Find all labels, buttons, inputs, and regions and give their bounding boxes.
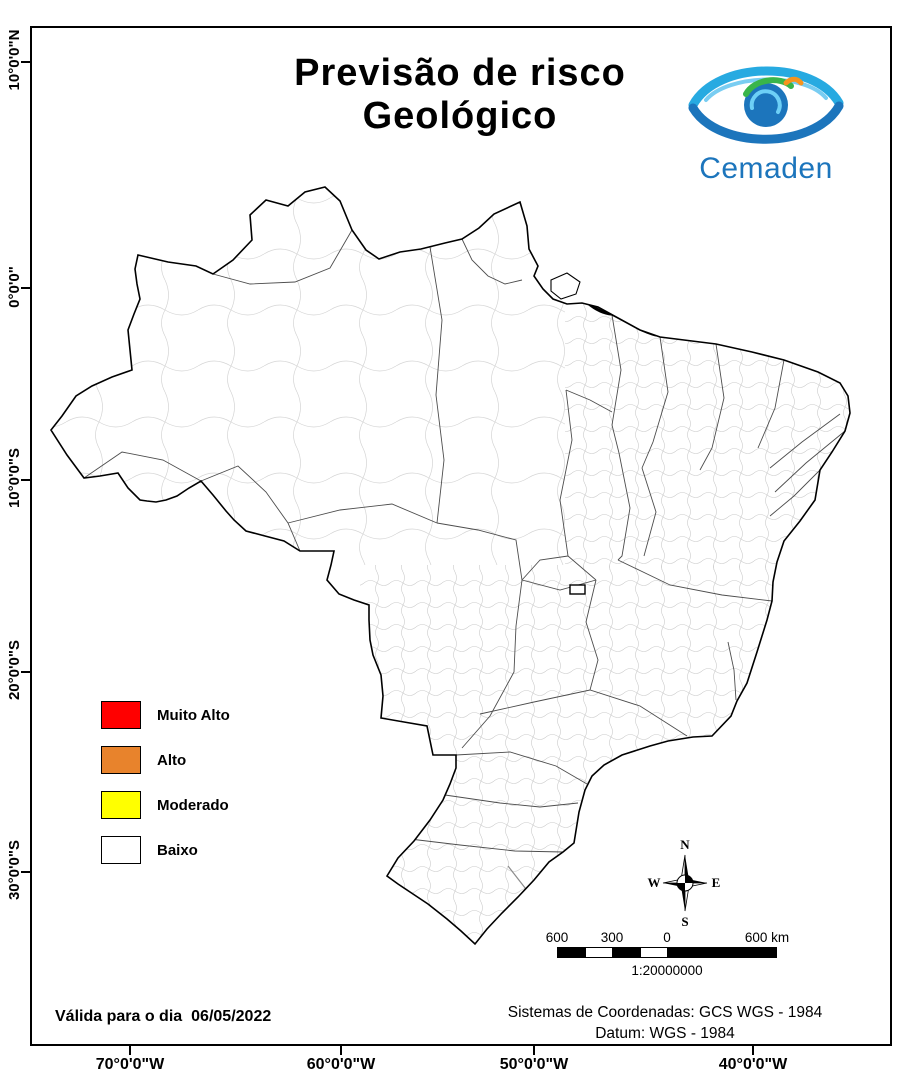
scale-label: 600	[545, 930, 569, 945]
risk-legend: Muito Alto Alto Moderado Baixo	[101, 701, 230, 881]
state-borders	[83, 229, 846, 853]
compass-east-label: E	[712, 875, 721, 890]
lon-label: 60°0'0"W	[306, 1056, 376, 1073]
lat-label: 10°0'0"S	[6, 447, 23, 509]
title-line-2: Geológico	[362, 94, 558, 137]
compass-west-label: W	[648, 875, 661, 890]
title-line-1: Previsão de risco	[294, 52, 626, 94]
compass-south-label: S	[681, 914, 688, 928]
scale-bar: 600 300 0 600 km 1:20000000	[546, 930, 789, 986]
scale-segment	[558, 948, 586, 957]
legend-label: Alto	[157, 751, 187, 769]
legend-label: Baixo	[157, 841, 198, 859]
lon-tick	[340, 1046, 342, 1055]
validity-label: Válida para o dia	[55, 1008, 183, 1025]
lat-tick	[21, 287, 30, 289]
legend-label: Moderado	[157, 796, 229, 814]
scale-label: 600 km	[744, 930, 790, 945]
scale-segment	[613, 948, 641, 957]
map-title: Previsão de risco Geológico	[225, 52, 695, 137]
lat-label: 10°0'0"N	[6, 29, 23, 91]
scale-segment	[585, 948, 613, 957]
marajo-island	[550, 272, 581, 300]
cemaden-logo: Cemaden	[688, 48, 844, 186]
legend-swatch-muito-alto	[101, 701, 141, 729]
logo-brand-name: Cemaden	[699, 152, 833, 185]
lon-label: 40°0'0"W	[718, 1056, 788, 1073]
legend-item: Baixo	[101, 836, 230, 864]
lon-label: 50°0'0"W	[499, 1056, 569, 1073]
legend-item: Muito Alto	[101, 701, 230, 729]
lat-tick	[21, 871, 30, 873]
scale-bar-segments	[557, 947, 777, 958]
legend-item: Moderado	[101, 791, 230, 819]
lat-tick	[21, 671, 30, 673]
scale-label: 0	[663, 930, 671, 945]
scale-segment	[640, 948, 668, 957]
scale-label: 300	[600, 930, 624, 945]
legend-label: Muito Alto	[157, 706, 230, 724]
crs-note: Sistemas de Coordenadas: GCS WGS - 1984 …	[465, 1002, 865, 1044]
scale-segment	[668, 948, 776, 957]
legend-swatch-alto	[101, 746, 141, 774]
legend-swatch-baixo	[101, 836, 141, 864]
lat-label: 20°0'0"S	[6, 639, 23, 701]
crs-line-2: Datum: WGS - 1984	[595, 1025, 735, 1042]
lat-tick	[21, 61, 30, 63]
lat-label: 30°0'0"S	[6, 839, 23, 901]
legend-item: Alto	[101, 746, 230, 774]
cemaden-eye-icon	[688, 66, 844, 144]
validity-note: Válida para o dia 06/05/2022	[55, 1008, 280, 1026]
lat-label: 0°0'0"	[6, 266, 23, 308]
compass-rose: N S W E	[648, 837, 721, 928]
crs-line-1: Sistemas de Coordenadas: GCS WGS - 1984	[507, 1004, 823, 1021]
legend-swatch-moderado	[101, 791, 141, 819]
lon-tick	[129, 1046, 131, 1055]
compass-north-label: N	[680, 837, 690, 852]
lon-tick	[752, 1046, 754, 1055]
validity-date: 06/05/2022	[191, 1008, 272, 1025]
lat-tick	[21, 479, 30, 481]
distrito-federal-outline	[569, 584, 586, 595]
lon-label: 70°0'0"W	[95, 1056, 165, 1073]
scale-ratio: 1:20000000	[631, 963, 703, 978]
lon-tick	[533, 1046, 535, 1055]
